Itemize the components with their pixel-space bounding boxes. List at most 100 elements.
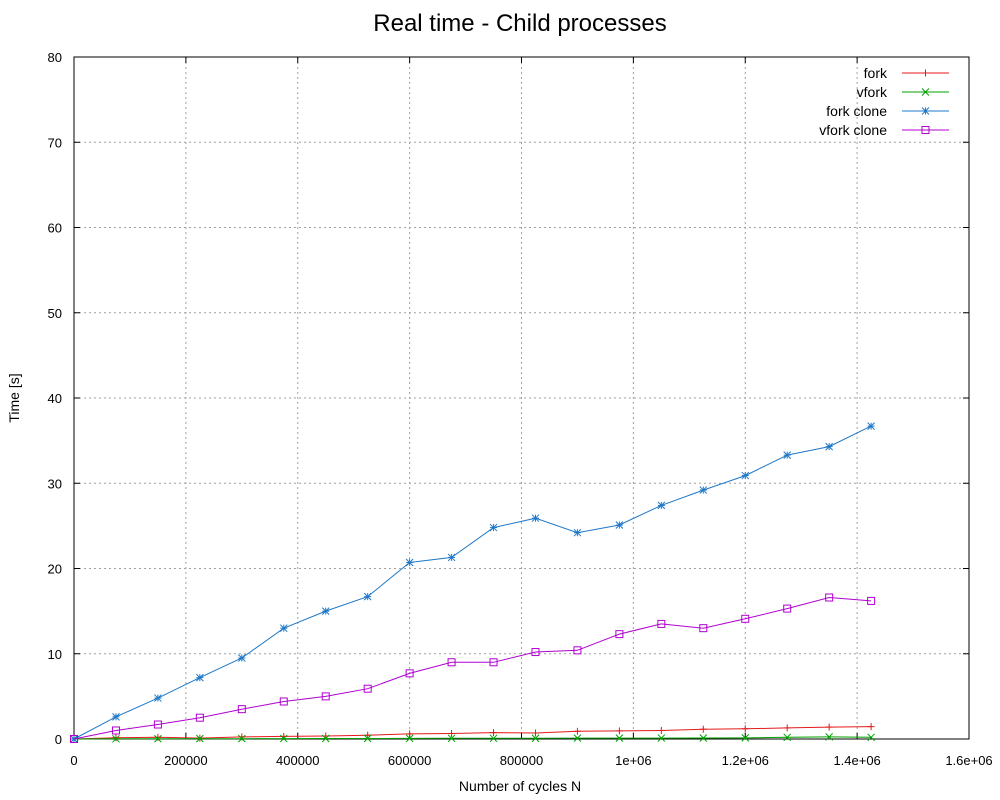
data-point-vfork <box>279 734 288 743</box>
x-tick-label: 1.2e+06 <box>722 753 769 768</box>
series-fork-clone <box>70 422 875 743</box>
data-point-vfork <box>447 734 456 743</box>
data-point-vfork-clone <box>447 658 456 667</box>
data-point-fork <box>406 730 414 738</box>
data-point-fork-clone <box>867 422 875 430</box>
data-point-fork-clone <box>154 694 162 702</box>
data-point-fork-clone <box>783 451 792 459</box>
data-point-vfork <box>112 734 120 743</box>
data-point-fork-clone <box>741 471 750 480</box>
data-point-vfork <box>531 734 540 743</box>
data-point-fork-clone <box>825 442 834 451</box>
data-point-vfork-clone <box>783 604 792 613</box>
data-point-fork <box>657 726 665 734</box>
data-point-fork <box>741 725 749 733</box>
series-fork <box>70 723 875 743</box>
y-tick-label: 40 <box>48 391 62 406</box>
data-point-vfork-clone <box>237 705 246 714</box>
grid-lines <box>74 57 969 739</box>
data-point-vfork <box>196 734 204 743</box>
chart-title: Real time - Child processes <box>373 10 666 37</box>
data-point-fork-clone <box>321 607 330 615</box>
data-point-fork-clone <box>447 553 456 562</box>
data-point-vfork-clone <box>489 658 498 667</box>
data-point-fork-clone <box>112 712 120 721</box>
data-point-fork-clone <box>196 673 204 682</box>
legend-item-vfork-clone: vfork clone <box>819 122 949 138</box>
y-tick-label: 30 <box>48 476 62 491</box>
y-tick-label: 80 <box>48 50 62 65</box>
x-tick-label: 0 <box>70 753 77 768</box>
series-line-vfork-clone <box>73 596 872 740</box>
data-point-fork <box>154 733 162 741</box>
data-point-vfork-clone <box>195 713 204 722</box>
legend-label: vfork clone <box>819 122 887 138</box>
data-point-fork-clone <box>699 486 708 494</box>
data-point-vfork <box>867 733 875 742</box>
data-point-vfork <box>321 734 330 743</box>
data-point-vfork <box>657 734 666 742</box>
axis-ticks: 0 200000 400000 600000 800000 1e+06 1.2e+06 1.4… <box>48 50 993 768</box>
y-tick-label: 0 <box>55 732 62 747</box>
data-point-vfork-clone <box>70 735 78 743</box>
legend-item-fork-clone: fork clone <box>826 103 949 119</box>
x-axis-label: Number of cycles N <box>459 778 581 794</box>
legend-label: fork clone <box>826 103 887 119</box>
legend-marker-vfork <box>921 88 930 96</box>
data-point-fork-clone <box>237 654 246 662</box>
data-point-fork <box>364 731 372 739</box>
data-point-vfork-clone <box>153 720 162 729</box>
data-point-vfork <box>154 734 162 743</box>
data-point-vfork-clone <box>825 593 834 602</box>
legend-marker-fork-clone <box>921 107 930 115</box>
data-point-vfork <box>699 734 708 742</box>
y-tick-label: 50 <box>48 306 62 321</box>
data-point-vfork-clone <box>279 697 288 706</box>
data-point-vfork <box>615 734 624 743</box>
data-point-fork-clone <box>615 521 624 529</box>
y-tick-label: 60 <box>48 221 62 236</box>
data-point-vfork-clone <box>615 630 624 639</box>
data-point-vfork-clone <box>111 726 120 735</box>
data-point-vfork-clone <box>741 614 750 623</box>
data-point-fork <box>867 723 875 731</box>
x-tick-label: 200000 <box>164 753 207 768</box>
series-line-fork <box>73 726 872 740</box>
data-point-fork-clone <box>573 528 582 537</box>
data-point-fork-clone <box>657 501 666 510</box>
data-point-vfork <box>489 734 498 743</box>
legend-marker-fork <box>922 69 929 77</box>
data-point-vfork <box>363 734 372 743</box>
data-point-fork-clone <box>405 558 414 567</box>
data-point-vfork <box>573 734 582 743</box>
data-point-vfork <box>825 733 834 741</box>
data-point-vfork-clone <box>405 669 414 678</box>
y-tick-label: 70 <box>48 135 62 150</box>
x-tick-label: 600000 <box>388 753 431 768</box>
data-point-vfork-clone <box>867 596 876 605</box>
legend: fork vfork fork clone vfork clone <box>819 65 949 138</box>
data-point-vfork-clone <box>363 684 372 693</box>
data-point-fork <box>783 724 791 732</box>
data-point-fork <box>699 725 707 733</box>
legend-label: fork <box>864 65 888 81</box>
y-tick-label: 20 <box>48 562 62 577</box>
data-point-vfork-clone <box>531 648 540 657</box>
x-tick-label: 800000 <box>500 753 543 768</box>
x-tick-label: 1.6e+06 <box>945 753 992 768</box>
data-point-vfork-clone <box>321 692 330 701</box>
data-point-fork <box>531 729 539 737</box>
legend-item-vfork: vfork <box>857 84 949 100</box>
data-point-fork <box>112 734 120 742</box>
series-layer <box>70 422 876 743</box>
data-point-vfork <box>237 734 246 743</box>
legend-marker-vfork-clone <box>921 126 930 134</box>
data-point-fork <box>615 727 623 735</box>
series-line-vfork <box>73 736 872 740</box>
series-vfork-clone <box>70 593 876 743</box>
data-point-vfork <box>783 733 792 742</box>
data-point-fork <box>573 727 581 735</box>
legend-item-fork: fork <box>864 65 949 81</box>
data-point-vfork-clone <box>573 646 582 655</box>
